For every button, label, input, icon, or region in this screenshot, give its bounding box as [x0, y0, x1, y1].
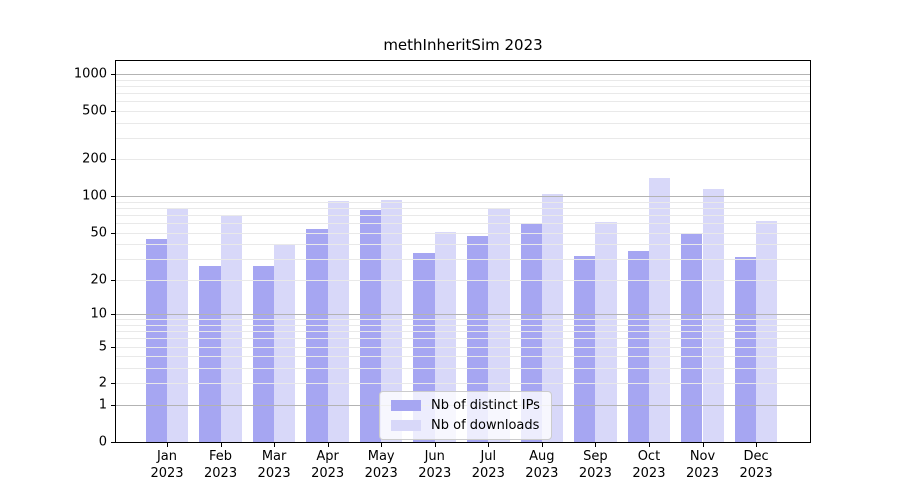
bar-distinct-ips — [520, 223, 542, 442]
gridline-minor — [116, 222, 810, 224]
x-axis-tick — [434, 443, 436, 447]
gridline-minor — [116, 346, 810, 348]
x-axis-tick-label: Jul 2023 — [471, 449, 505, 481]
bar-downloads — [274, 244, 296, 442]
gridline-minor — [116, 244, 810, 246]
bar-distinct-ips — [734, 257, 757, 442]
x-axis-tick-label: Sep 2023 — [578, 449, 612, 481]
gridline-minor — [116, 232, 810, 234]
legend-item-distinct-ips: Nb of distinct IPs — [391, 398, 540, 413]
x-axis-tick — [381, 443, 383, 447]
bar-downloads — [327, 201, 349, 442]
y-axis-tick — [111, 383, 115, 385]
x-axis-tick-label: Feb 2023 — [204, 449, 238, 481]
x-axis-tick-label: May 2023 — [364, 449, 398, 481]
gridline-major — [116, 196, 810, 198]
y-axis-tick — [111, 73, 115, 75]
gridline-minor — [116, 331, 810, 333]
bar-downloads — [434, 231, 457, 442]
y-axis-tick-label: 100 — [82, 188, 107, 204]
x-axis-tick — [756, 443, 758, 447]
chart-title: methInheritSim 2023 — [383, 36, 543, 54]
gridline-minor — [116, 214, 810, 216]
y-axis-tick — [111, 159, 115, 161]
y-axis-tick-label: 1000 — [73, 66, 107, 82]
y-axis-tick-label: 2 — [98, 375, 107, 391]
y-axis-tick — [111, 279, 115, 281]
y-axis-tick — [111, 442, 115, 443]
y-axis-tick — [111, 314, 115, 316]
x-axis-tick-label: Dec 2023 — [739, 449, 773, 481]
y-axis-tick-label: 1 — [98, 397, 107, 413]
legend-swatch-downloads — [391, 420, 421, 431]
gridline-major — [116, 314, 810, 316]
y-axis-tick-label: 10 — [90, 306, 107, 322]
bar-distinct-ips — [681, 232, 703, 442]
gridline-minor — [116, 338, 810, 340]
bar-distinct-ips — [306, 229, 328, 442]
x-axis-tick — [488, 443, 490, 447]
x-axis-tick-label: Oct 2023 — [632, 449, 666, 481]
x-axis-tick — [327, 443, 329, 447]
bar-downloads — [220, 214, 242, 442]
gridline-minor — [116, 356, 810, 358]
gridline-minor — [116, 368, 810, 370]
gridline-minor — [116, 85, 810, 87]
x-axis-tick-label: Jan 2023 — [150, 449, 184, 481]
gridline-minor — [116, 259, 810, 261]
bar-downloads — [702, 188, 724, 442]
x-axis-tick-label: Jun 2023 — [418, 449, 452, 481]
x-axis-tick — [702, 443, 704, 447]
y-axis-tick-label: 0 — [98, 434, 107, 450]
bar-distinct-ips — [145, 239, 167, 442]
bar-distinct-ips — [574, 255, 596, 442]
y-axis-tick-label: 20 — [90, 272, 107, 288]
y-axis-tick — [111, 405, 115, 407]
gridline-minor — [116, 207, 810, 209]
x-axis-tick — [274, 443, 276, 447]
x-axis-tick — [648, 443, 650, 447]
bar-distinct-ips — [199, 266, 221, 442]
x-axis-tick — [220, 443, 222, 447]
y-axis-tick-label: 200 — [82, 151, 107, 167]
x-axis-tick-label: Aug 2023 — [525, 449, 559, 481]
gridline-minor — [116, 324, 810, 326]
x-axis-tick-label: Nov 2023 — [685, 449, 720, 481]
gridline-minor — [116, 159, 810, 161]
gridline-minor — [116, 92, 810, 94]
legend-label-downloads: Nb of downloads — [431, 418, 540, 433]
x-axis-tick — [541, 443, 543, 447]
bar-downloads — [648, 178, 671, 442]
x-axis-tick-label: Apr 2023 — [311, 449, 345, 481]
y-axis-tick-label: 5 — [98, 339, 107, 355]
legend-label-distinct-ips: Nb of distinct IPs — [431, 398, 540, 413]
bar-distinct-ips — [252, 266, 275, 442]
gridline-minor — [116, 101, 810, 103]
gridline-minor — [116, 319, 810, 321]
legend: Nb of distinct IPs Nb of downloads — [379, 391, 552, 440]
y-axis-tick — [111, 110, 115, 112]
gridline-minor — [116, 79, 810, 81]
gridline-minor — [116, 279, 810, 281]
x-axis-tick-label: Mar 2023 — [257, 449, 291, 481]
bar-downloads — [541, 193, 564, 442]
plot-area: Nb of distinct IPs Nb of downloads Jan 2… — [74, 60, 811, 481]
legend-item-downloads: Nb of downloads — [391, 418, 540, 433]
legend-swatch-distinct-ips — [391, 400, 421, 411]
gridline-minor — [116, 110, 810, 112]
gridline-minor — [116, 383, 810, 385]
gridline-major — [116, 73, 810, 75]
y-axis-tick — [111, 196, 115, 198]
y-axis-tick-label: 500 — [82, 103, 107, 119]
y-axis-tick — [111, 232, 115, 234]
y-axis-tick-label: 50 — [90, 225, 107, 241]
bar-downloads — [381, 199, 403, 442]
x-axis-tick — [167, 443, 168, 447]
y-axis-tick — [111, 346, 115, 348]
gridline-minor — [116, 137, 810, 139]
gridline-minor — [116, 122, 810, 124]
gridline-minor — [116, 201, 810, 203]
x-axis-tick — [595, 443, 597, 447]
